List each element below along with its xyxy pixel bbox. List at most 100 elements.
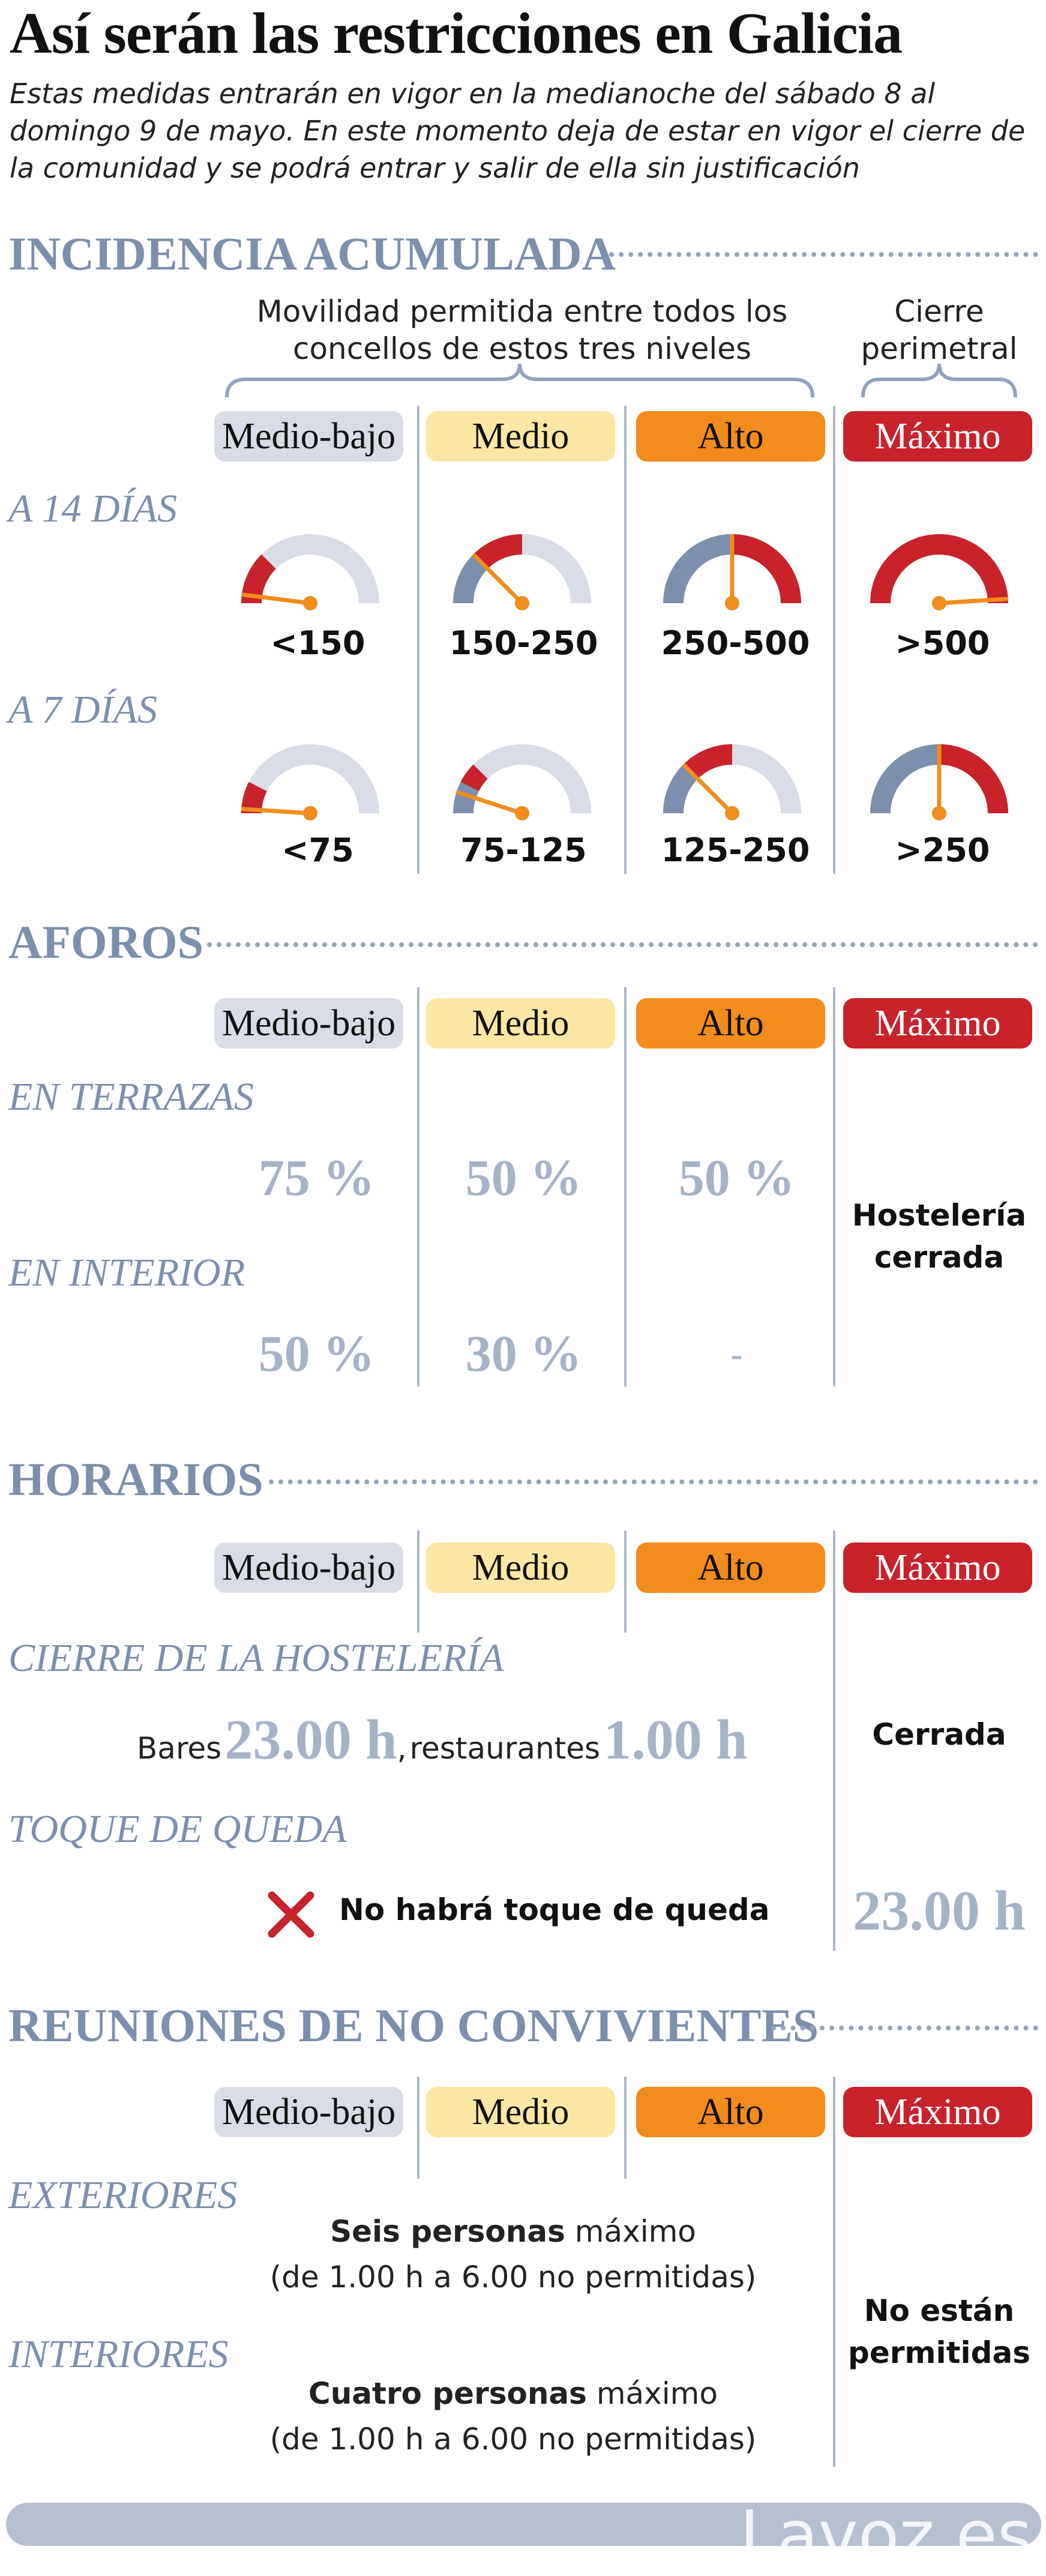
reuniones-maximo-note: No están permitidas [848,2293,1030,2370]
gauge-7-medio-bajo [241,744,379,820]
aforo-maximo-note: Hostelería cerrada [852,1198,1027,1275]
gauge-hub [515,596,529,610]
cierre-maximo-note: Cerrada [872,1717,1006,1752]
gauge-red-band [870,534,1008,604]
section-divider [771,2026,1038,2030]
mobility-brace [225,363,814,398]
exteriores-rule: Seis personas máximo (de 1.00 h a 6.00 n… [204,2209,822,2300]
exteriores-note: (de 1.00 h a 6.00 no permitidas) [269,2260,757,2295]
row-label-toque-queda: TOQUE DE QUEDA [8,1807,347,1851]
interiores-rule: Cuatro personas máximo (de 1.00 h a 6.00… [204,2371,822,2462]
row-label-14-dias: A 14 DÍAS [8,487,178,531]
column-divider [417,987,419,1386]
column-divider [417,406,419,874]
gauge-7-medio [453,744,591,820]
gauge-red-band [460,764,488,792]
gauge-red-band [732,534,801,604]
mobility-note: Movilidad permitida entre todos los conc… [256,294,788,366]
bares-label: Bares [137,1731,222,1766]
gauge-hub [303,596,317,610]
threshold-14-maximo: >500 [895,624,990,662]
gauge-14-maximo [870,534,1009,610]
column-divider [833,2077,835,2467]
gauge-needle [241,592,313,606]
interiores-suffix: máximo [586,2376,718,2411]
gauge-grey-band [453,554,488,604]
gauge-14-medio [453,534,591,610]
section-reuniones-heading: REUNIONES DE NO CONVIVIENTES [8,1999,819,2051]
level-medio-bajo: Medio-bajo [214,1542,403,1593]
intro-text: Estas medidas entrarán en vigor en la me… [10,77,1026,184]
column-divider [624,1530,627,1633]
row-label-interior: EN INTERIOR [8,1251,245,1295]
exteriores-limit: Seis personas [330,2214,565,2249]
gauge-14-medio-bajo [241,534,379,610]
interiores-note: (de 1.00 h a 6.00 no permitidas) [269,2422,757,2457]
gauge-track [241,744,379,814]
gauge-hub [725,596,739,610]
gauge-hub [725,806,739,820]
level-alto: Alto [636,411,825,462]
cierre-perimetral-note: Cierre perimetral [861,294,1018,366]
gauge-7-alto [663,744,801,820]
aforo-terrazas-medio: 50 % [465,1149,582,1206]
gauge-grey-band [870,744,940,814]
gauge-needle [682,763,735,816]
level-maximo: Máximo [843,1542,1032,1593]
row-label-7-dias: A 7 DÍAS [8,688,158,732]
section-divider [609,252,1038,257]
gauge-needle [241,807,313,816]
gauge-7-maximo [870,744,1008,820]
aforo-terrazas-alto: 50 % [678,1149,795,1206]
level-medio-bajo: Medio-bajo [214,411,403,462]
gauge-red-band [241,554,277,604]
cierre-brace [861,363,1017,398]
level-medio: Medio [426,2087,615,2137]
gauge-needle [472,553,525,606]
level-medio: Medio [426,1542,615,1593]
bares-time: 23.00 h [224,1709,397,1771]
aforo-terrazas-medio-bajo: 75 % [258,1149,375,1206]
footer-bar [6,2503,1041,2546]
gauge-hub [932,596,946,610]
gauge-red-band [683,744,733,780]
exteriores-suffix: máximo [565,2214,696,2249]
level-maximo: Máximo [843,998,1032,1049]
gauge-14-alto [663,534,801,610]
column-divider [624,2077,627,2179]
gauge-red-band [473,534,523,570]
section-incidencia-heading: INCIDENCIA ACUMULADA [8,227,616,280]
separator-comma: , [397,1731,407,1766]
section-aforos-heading: AFOROS [8,916,204,968]
section-divider [207,942,1038,947]
no-toque-text: No habrá toque de queda [339,1892,770,1927]
section-horarios-heading: HORARIOS [8,1453,263,1505]
level-medio: Medio [426,411,615,462]
aforo-interior-medio-bajo: 50 % [258,1325,375,1382]
gauge-grey-band [663,534,733,604]
gauge-red-band [939,744,1008,814]
level-maximo: Máximo [843,2087,1032,2137]
gauge-hub [515,806,529,820]
row-label-terrazas: EN TERRAZAS [8,1075,254,1119]
toque-maximo-time: 23.00 h [853,1880,1026,1942]
aforo-interior-medio: 30 % [465,1325,582,1382]
brand-logo: Lavoz.es [739,2500,1032,2572]
gauge-hub [303,806,317,820]
gauge-needle [937,597,1009,606]
hosteleria-closing-times: Bares 23.00 h, restaurantes 1.00 h [137,1708,747,1772]
gauge-red-band [241,781,268,814]
column-divider [833,987,835,1386]
threshold-7-medio: 75-125 [460,831,587,869]
column-divider [833,406,835,874]
level-medio: Medio [426,998,615,1049]
gauge-needle [456,790,525,816]
column-divider [417,1530,419,1633]
gauge-grey-band [663,764,699,814]
column-divider [624,406,627,874]
level-alto: Alto [636,1542,825,1593]
threshold-14-medio-bajo: <150 [270,624,365,662]
cross-icon [268,1891,314,1938]
level-alto: Alto [636,998,825,1049]
gauge-hub [932,806,946,820]
